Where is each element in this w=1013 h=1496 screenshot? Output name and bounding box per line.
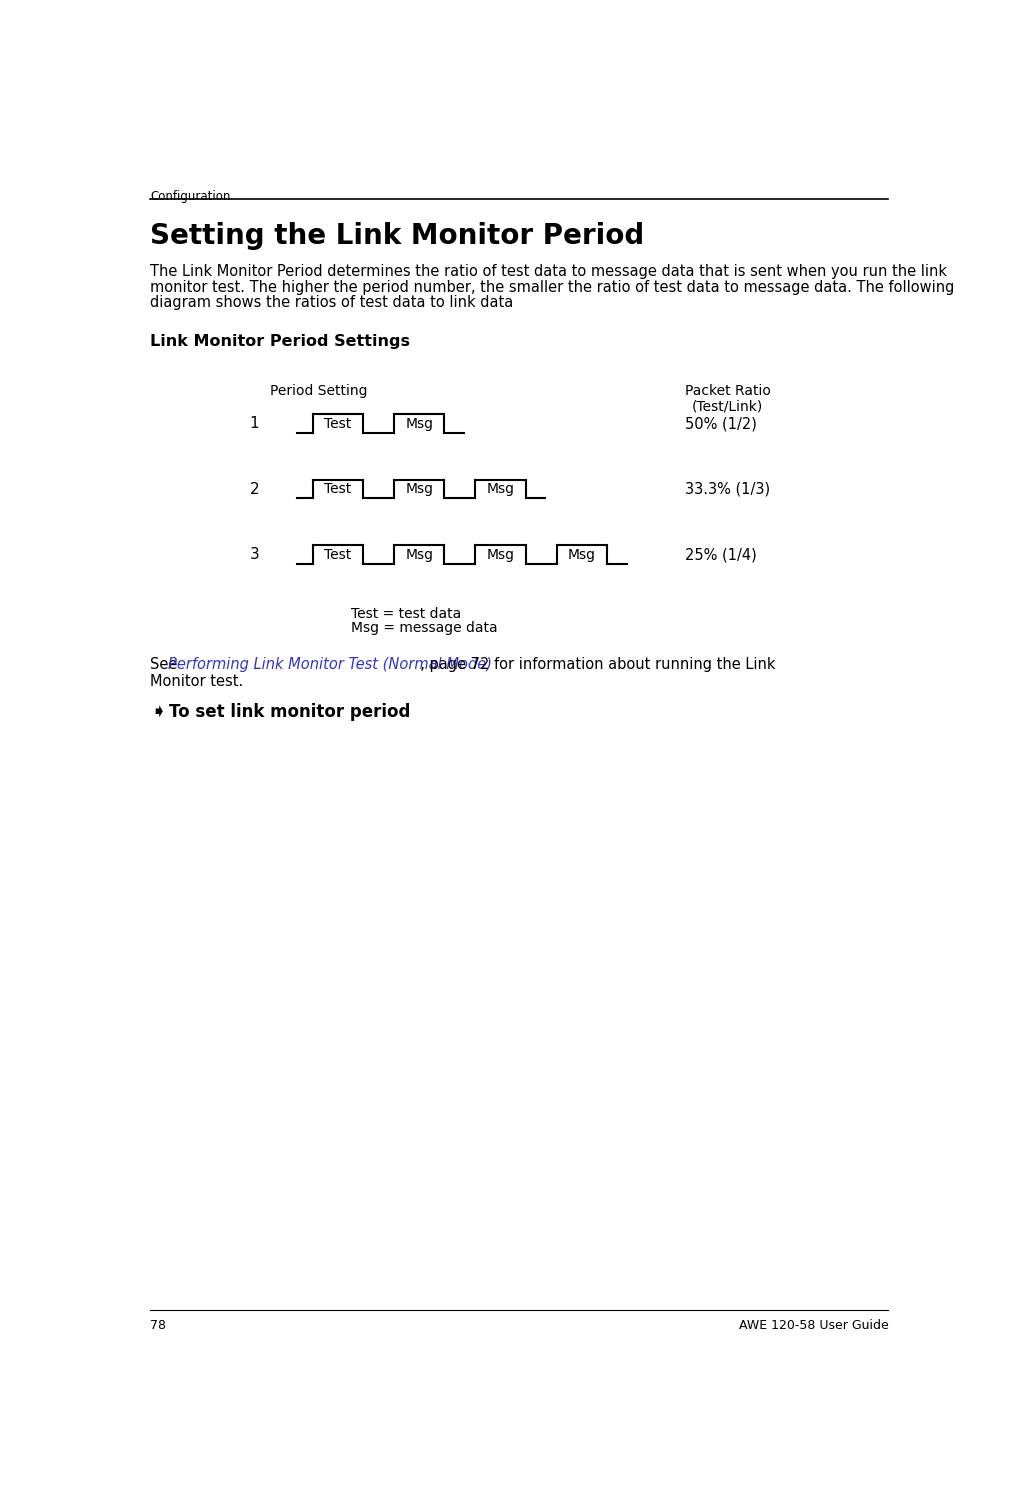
Text: The Link Monitor Period determines the ratio of test data to message data that i: The Link Monitor Period determines the r… xyxy=(150,265,947,280)
Text: , page 72 for information about running the Link: , page 72 for information about running … xyxy=(375,657,776,672)
Text: To set link monitor period: To set link monitor period xyxy=(169,703,410,721)
Text: See: See xyxy=(150,657,182,672)
Text: Monitor test.: Monitor test. xyxy=(150,673,243,688)
Text: Msg: Msg xyxy=(486,548,515,561)
Text: AWE 120-58 User Guide: AWE 120-58 User Guide xyxy=(738,1319,888,1331)
Text: monitor test. The higher the period number, the smaller the ratio of test data t: monitor test. The higher the period numb… xyxy=(150,280,954,295)
Text: Configuration: Configuration xyxy=(150,190,230,203)
Text: Performing Link Monitor Test (Normal Mode): Performing Link Monitor Test (Normal Mod… xyxy=(168,657,491,672)
Text: 2: 2 xyxy=(249,482,259,497)
Text: diagram shows the ratios of test data to link data: diagram shows the ratios of test data to… xyxy=(150,295,514,310)
Text: 78: 78 xyxy=(150,1319,166,1331)
Text: Link Monitor Period Settings: Link Monitor Period Settings xyxy=(150,334,410,349)
Text: Period Setting: Period Setting xyxy=(270,383,368,398)
Text: Msg: Msg xyxy=(486,482,515,497)
Text: 25% (1/4): 25% (1/4) xyxy=(685,548,757,562)
Text: Msg: Msg xyxy=(405,416,434,431)
Text: Msg: Msg xyxy=(568,548,596,561)
Text: Test = test data: Test = test data xyxy=(352,607,462,621)
Text: Setting the Link Monitor Period: Setting the Link Monitor Period xyxy=(150,221,644,250)
Text: Test: Test xyxy=(324,416,352,431)
Text: Test: Test xyxy=(324,482,352,497)
Text: Packet Ratio
(Test/Link): Packet Ratio (Test/Link) xyxy=(685,383,771,414)
Text: 3: 3 xyxy=(249,548,259,562)
Text: Msg: Msg xyxy=(405,548,434,561)
Text: 1: 1 xyxy=(249,416,259,431)
Text: Msg: Msg xyxy=(405,482,434,497)
Text: Test: Test xyxy=(324,548,352,561)
Text: 33.3% (1/3): 33.3% (1/3) xyxy=(685,482,770,497)
Text: 50% (1/2): 50% (1/2) xyxy=(685,416,757,431)
Text: Msg = message data: Msg = message data xyxy=(352,621,498,634)
Text: ➧: ➧ xyxy=(150,703,166,723)
